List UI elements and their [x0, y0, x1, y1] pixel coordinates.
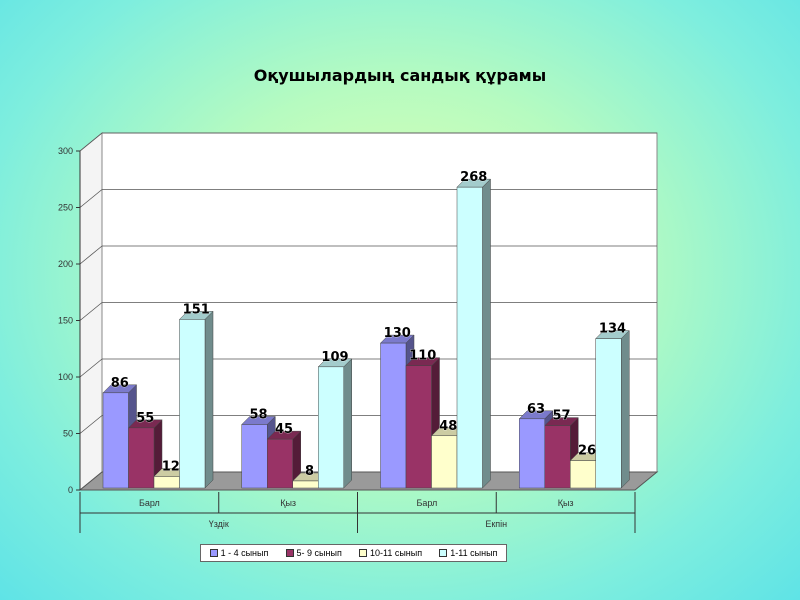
- data-label: 45: [275, 422, 293, 437]
- legend-label: 1 - 4 сынып: [220, 548, 269, 558]
- legend-label: 10-11 сынып: [369, 548, 423, 558]
- x-category-label: Барл: [416, 498, 437, 508]
- data-label: 130: [384, 326, 411, 341]
- data-label: 109: [321, 350, 348, 365]
- bar-side: [204, 310, 214, 489]
- y-tick-label: 300: [58, 146, 73, 156]
- chart-title: Оқушылардың сандық құрамы: [253, 66, 547, 85]
- data-label: 48: [439, 419, 457, 434]
- legend-item: 1 - 4 сынып: [209, 548, 269, 558]
- bar: [595, 338, 622, 489]
- data-label: 268: [460, 170, 487, 185]
- data-label: 57: [552, 409, 570, 424]
- legend-item: 1-11 сынып: [439, 548, 497, 558]
- gridline-side: [79, 132, 103, 152]
- legend-swatch: [358, 549, 367, 557]
- bar: [544, 425, 571, 489]
- bar: [128, 427, 155, 489]
- bar-side: [482, 178, 491, 489]
- legend-swatch: [439, 549, 448, 557]
- x-category-label: Қыз: [280, 498, 296, 508]
- gridline-side: [79, 302, 103, 321]
- bar: [456, 186, 483, 489]
- y-tick-label: 200: [58, 259, 73, 269]
- x-category-label: Қыз: [558, 498, 574, 508]
- y-tick-label: 0: [68, 485, 73, 495]
- bar: [405, 365, 432, 489]
- gridline-side: [79, 245, 103, 265]
- bar: [102, 392, 129, 489]
- legend-swatch: [285, 549, 294, 557]
- gridline-side: [79, 358, 103, 378]
- data-label: 63: [527, 402, 545, 417]
- bar: [318, 366, 344, 489]
- data-label: 55: [136, 411, 154, 426]
- plot-floor: [78, 471, 659, 491]
- y-tick-label: 50: [63, 429, 73, 439]
- legend-item: 10-11 сынып: [358, 548, 423, 558]
- bar: [570, 460, 596, 489]
- bar: [292, 480, 319, 489]
- bar: [431, 435, 458, 489]
- bar: [380, 342, 407, 489]
- data-label: 58: [249, 407, 267, 422]
- bar: [519, 418, 545, 489]
- legend-item: 5- 9 сынып: [285, 548, 342, 558]
- bar-side: [621, 329, 630, 489]
- gridline-side: [79, 415, 103, 434]
- data-label: 12: [162, 459, 180, 474]
- bar: [241, 424, 268, 489]
- bar: [179, 319, 206, 489]
- y-tick-label: 150: [58, 316, 73, 326]
- bar: [153, 476, 180, 489]
- data-label: 134: [599, 322, 626, 337]
- legend-label: 5- 9 сынып: [296, 548, 342, 558]
- legend-label: 1-11 сынып: [450, 548, 498, 558]
- bar: [267, 438, 293, 489]
- x-group-label: Үздік: [209, 519, 229, 529]
- data-label: 8: [305, 464, 314, 479]
- data-label: 26: [578, 444, 596, 459]
- bar-side: [343, 358, 352, 489]
- x-group-label: Екпін: [485, 519, 507, 529]
- data-label: 151: [183, 302, 210, 317]
- gridline-side: [79, 189, 103, 208]
- data-label: 86: [111, 376, 129, 391]
- legend: 1 - 4 сынып 5- 9 сынып 10-11 сынып 1-11 сын…: [200, 544, 507, 562]
- data-label: 110: [409, 349, 436, 364]
- y-tick-label: 100: [58, 372, 73, 382]
- legend-swatch: [209, 549, 218, 557]
- y-tick-label: 250: [58, 203, 73, 213]
- x-category-label: Барл: [139, 498, 160, 508]
